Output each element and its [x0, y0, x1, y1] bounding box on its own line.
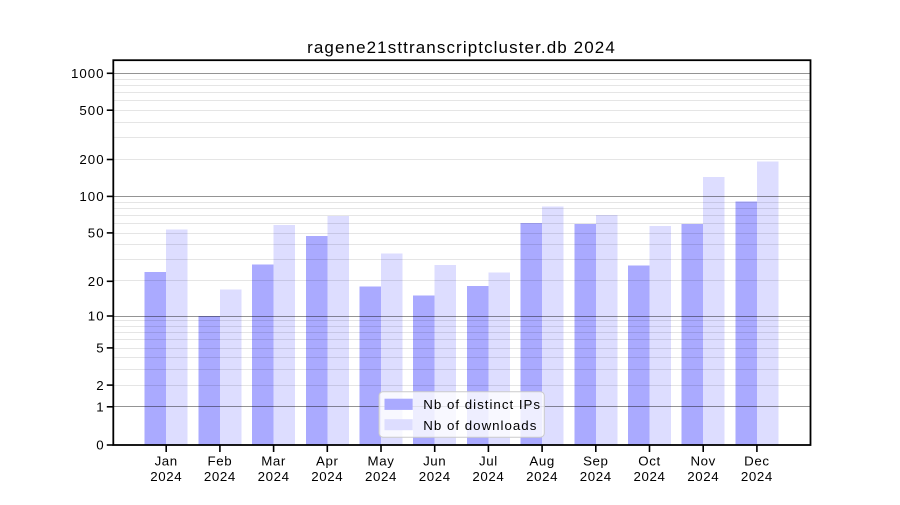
svg-text:2024: 2024 — [580, 469, 612, 484]
svg-text:2024: 2024 — [741, 469, 773, 484]
svg-text:200: 200 — [79, 152, 104, 167]
svg-text:0: 0 — [96, 438, 104, 453]
svg-text:Mar: Mar — [261, 454, 286, 469]
svg-text:Aug: Aug — [529, 454, 554, 469]
svg-text:2024: 2024 — [419, 469, 451, 484]
svg-text:Jul: Jul — [479, 454, 498, 469]
svg-text:Jan: Jan — [155, 454, 178, 469]
svg-text:Nov: Nov — [690, 454, 715, 469]
svg-text:2024: 2024 — [687, 469, 719, 484]
svg-text:2024: 2024 — [258, 469, 290, 484]
svg-text:100: 100 — [79, 189, 104, 204]
svg-text:Nb of downloads: Nb of downloads — [423, 418, 537, 433]
svg-text:Nb of distinct IPs: Nb of distinct IPs — [423, 397, 541, 412]
svg-text:2024: 2024 — [204, 469, 236, 484]
svg-text:1: 1 — [96, 400, 104, 415]
svg-text:Apr: Apr — [316, 454, 339, 469]
svg-text:2024: 2024 — [634, 469, 666, 484]
svg-text:ragene21sttranscriptcluster.db: ragene21sttranscriptcluster.db 2024 — [307, 38, 616, 57]
svg-text:1000: 1000 — [71, 66, 105, 81]
svg-text:Sep: Sep — [583, 454, 608, 469]
svg-text:2024: 2024 — [365, 469, 397, 484]
svg-text:May: May — [368, 454, 395, 469]
svg-text:10: 10 — [88, 309, 105, 324]
svg-text:20: 20 — [88, 274, 105, 289]
svg-text:2024: 2024 — [472, 469, 504, 484]
svg-text:Dec: Dec — [744, 454, 769, 469]
svg-text:50: 50 — [88, 226, 105, 241]
svg-text:5: 5 — [96, 341, 104, 356]
svg-text:2024: 2024 — [311, 469, 343, 484]
svg-text:Jun: Jun — [423, 454, 446, 469]
svg-text:Feb: Feb — [208, 454, 233, 469]
svg-text:2024: 2024 — [150, 469, 182, 484]
svg-text:500: 500 — [79, 103, 104, 118]
svg-text:2024: 2024 — [526, 469, 558, 484]
svg-text:2: 2 — [96, 378, 104, 393]
svg-text:Oct: Oct — [638, 454, 661, 469]
